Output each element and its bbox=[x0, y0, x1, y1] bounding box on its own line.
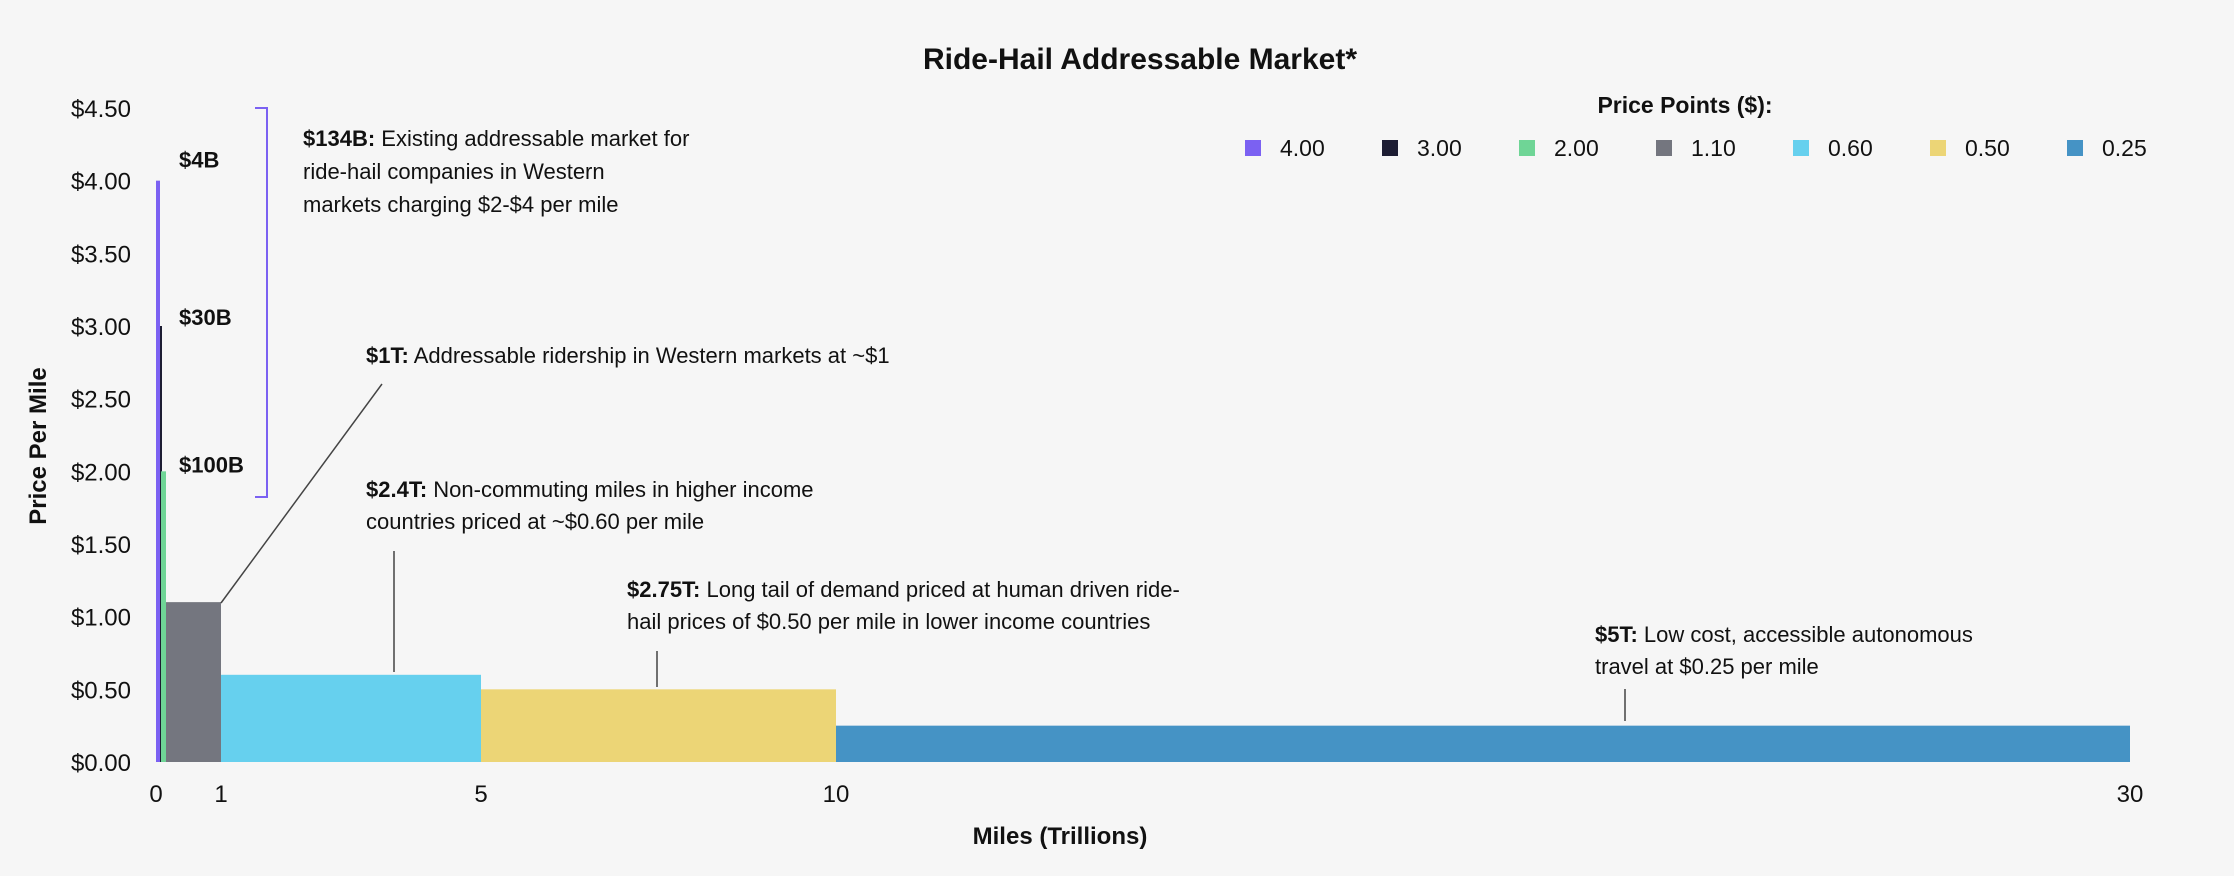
x-tick-label: 5 bbox=[474, 781, 487, 808]
annotation-1t: $1T: Addressable ridership in Western ma… bbox=[366, 343, 890, 368]
annotation-2-4t: $2.4T: Non-commuting miles in higher inc… bbox=[366, 477, 820, 534]
bar-value-label: $100B bbox=[179, 452, 244, 477]
legend-title: Price Points ($): bbox=[1597, 92, 1772, 118]
legend-swatch bbox=[1519, 140, 1535, 156]
y-tick-label: $1.00 bbox=[71, 605, 131, 632]
bracket-134b bbox=[255, 107, 268, 498]
legend-label: 0.60 bbox=[1828, 135, 1873, 161]
legend-swatch bbox=[1382, 140, 1398, 156]
legend-label: 2.00 bbox=[1554, 135, 1599, 161]
legend-label: 4.00 bbox=[1280, 135, 1325, 161]
y-tick-label: $3.50 bbox=[71, 241, 131, 268]
legend-swatch bbox=[2067, 140, 2083, 156]
y-axis-title: Price Per Mile bbox=[25, 367, 52, 524]
bars-layer bbox=[156, 180, 2130, 762]
y-tick-label: $0.50 bbox=[71, 677, 131, 704]
legend-label: 0.25 bbox=[2102, 135, 2147, 161]
x-tick-label: 30 bbox=[2117, 781, 2144, 808]
legend-swatch bbox=[1930, 140, 1946, 156]
chart-title: Ride-Hail Addressable Market* bbox=[923, 43, 1357, 76]
annotation-5t: $5T: Low cost, accessible autonomous tra… bbox=[1595, 622, 1979, 679]
annotation-2-4t-bold: $2.4T: bbox=[366, 477, 427, 502]
x-tick-label: 10 bbox=[823, 781, 850, 808]
annotation-134b-line-2: ride-hail companies in Western bbox=[303, 159, 605, 184]
legend-item: 4.00 bbox=[1245, 135, 1325, 161]
annotation-1t-line-1: Addressable ridership in Western markets… bbox=[409, 343, 890, 368]
legend-label: 0.50 bbox=[1965, 135, 2010, 161]
bar-value-label: $30B bbox=[179, 305, 232, 330]
x-tick-label: 0 bbox=[149, 781, 162, 808]
annotation-2-4t-line-1: Non-commuting miles in higher income bbox=[427, 477, 813, 502]
legend-item: 3.00 bbox=[1382, 135, 1462, 161]
y-tick-labels: $0.00 $0.50 $1.00 $1.50 $2.00 $2.50 $3.00 $3.50… bbox=[71, 96, 131, 777]
bar-price-2 bbox=[161, 471, 166, 762]
annotation-2-75t-line-2: hail prices of $0.50 per mile in lower i… bbox=[627, 609, 1150, 634]
leader-line-1t bbox=[220, 383, 383, 604]
y-tick-label: $4.50 bbox=[71, 96, 131, 123]
bar-value-labels: $4B $30B $100B bbox=[179, 148, 244, 478]
y-tick-label: $4.00 bbox=[71, 169, 131, 196]
legend-label: 3.00 bbox=[1417, 135, 1462, 161]
y-tick-label: $2.50 bbox=[71, 387, 131, 414]
bar-price-0-25 bbox=[836, 725, 2130, 762]
legend-item: 1.10 bbox=[1656, 135, 1736, 161]
bar-price-4 bbox=[156, 180, 160, 762]
annotation-2-75t: $2.75T: Long tail of demand priced at hu… bbox=[627, 577, 1186, 634]
legend-swatch bbox=[1245, 140, 1261, 156]
legend-label: 1.10 bbox=[1691, 135, 1736, 161]
y-tick-label: $0.00 bbox=[71, 750, 131, 777]
legend-item: 0.60 bbox=[1793, 135, 1873, 161]
annotation-134b-line-3: markets charging $2-$4 per mile bbox=[303, 192, 618, 217]
legend-swatch bbox=[1793, 140, 1809, 156]
legend-item: 2.00 bbox=[1519, 135, 1599, 161]
annotation-5t-bold: $5T: bbox=[1595, 622, 1638, 647]
bar-value-label: $4B bbox=[179, 148, 219, 173]
bar-price-1-1 bbox=[166, 602, 221, 762]
x-axis-title: Miles (Trillions) bbox=[973, 823, 1148, 850]
legend: 4.00 3.00 2.00 1.10 0.60 0.50 0.25 bbox=[1245, 135, 2147, 161]
y-tick-label: $1.50 bbox=[71, 532, 131, 559]
annotation-134b: $134B: Existing addressable market for r… bbox=[303, 126, 696, 217]
annotation-134b-line-1: Existing addressable market for bbox=[375, 126, 689, 151]
annotation-5t-line-2: travel at $0.25 per mile bbox=[1595, 654, 1819, 679]
y-tick-label: $2.00 bbox=[71, 459, 131, 486]
annotation-1t-bold: $1T: bbox=[366, 343, 409, 368]
y-tick-label: $3.00 bbox=[71, 314, 131, 341]
x-tick-label: 1 bbox=[214, 781, 227, 808]
bar-price-0-6 bbox=[221, 674, 481, 762]
x-tick-labels: 0 1 5 10 30 bbox=[149, 781, 2143, 808]
legend-item: 0.50 bbox=[1930, 135, 2010, 161]
annotation-2-75t-line-1: Long tail of demand priced at human driv… bbox=[700, 577, 1179, 602]
legend-swatch bbox=[1656, 140, 1672, 156]
annotation-134b-bold: $134B: bbox=[303, 126, 375, 151]
annotation-5t-line-1: Low cost, accessible autonomous bbox=[1638, 622, 1973, 647]
annotation-2-4t-line-2: countries priced at ~$0.60 per mile bbox=[366, 509, 704, 534]
bar-price-0-5 bbox=[481, 689, 836, 762]
annotation-2-75t-bold: $2.75T: bbox=[627, 577, 700, 602]
legend-item: 0.25 bbox=[2067, 135, 2147, 161]
